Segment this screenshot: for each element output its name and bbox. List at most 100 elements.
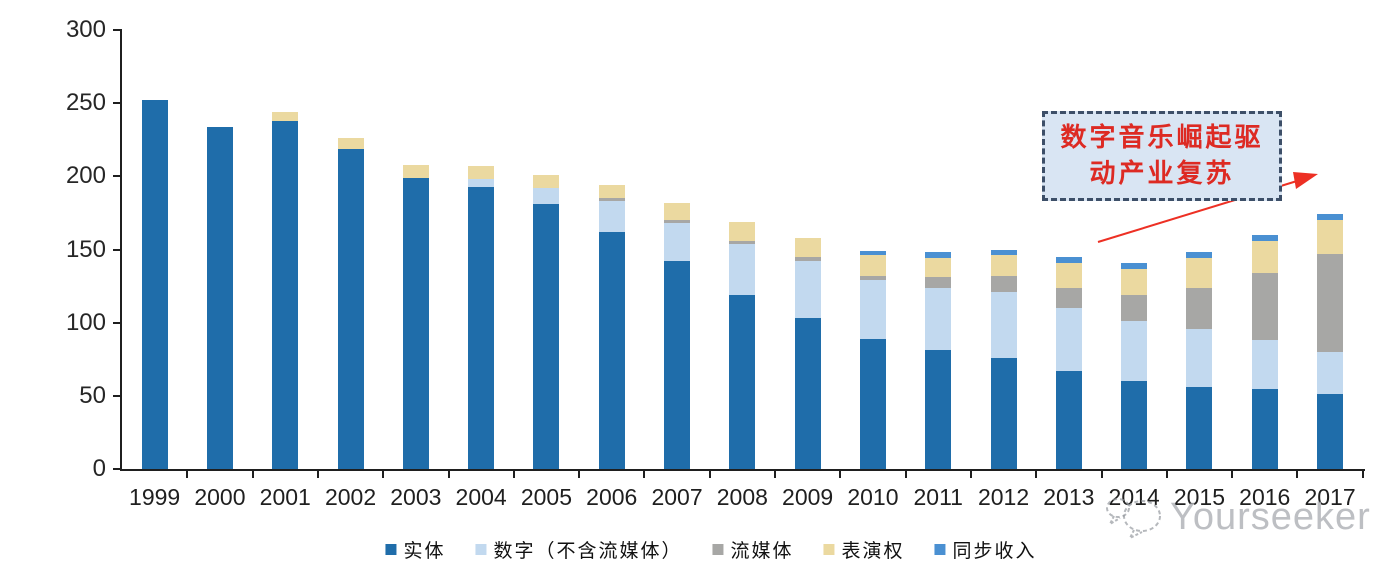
bar-segment (1317, 394, 1344, 469)
x-axis-tick (643, 471, 646, 478)
x-axis-label: 2009 (782, 484, 834, 510)
bar-segment (990, 357, 1017, 469)
legend-item: 表演权 (823, 536, 905, 563)
stacked-bar-2014 (1121, 262, 1148, 469)
bar-segment (1121, 268, 1148, 295)
x-axis-tick (251, 471, 254, 478)
x-axis-label: 2006 (586, 484, 638, 510)
x-axis-tick (578, 471, 581, 478)
bar-segment (794, 318, 821, 469)
x-axis-label: 2014 (1108, 484, 1160, 510)
x-axis-label: 2005 (520, 484, 573, 510)
bar-segment (337, 148, 364, 469)
x-axis-tick (904, 471, 907, 478)
stacked-bar-2008 (729, 221, 756, 469)
bar-segment (729, 294, 756, 469)
stacked-bar-2007 (664, 202, 691, 469)
x-axis-tick (1296, 471, 1299, 478)
y-axis-tick (113, 102, 121, 105)
x-axis-tick (1035, 471, 1038, 478)
legend-label: 实体 (403, 540, 446, 562)
bar-segment (1121, 321, 1148, 382)
bar-segment (859, 251, 886, 256)
bar-segment (925, 252, 952, 259)
legend-label: 表演权 (841, 540, 905, 562)
bar-segment (794, 237, 821, 257)
bar-segment (1186, 258, 1213, 288)
bar-segment (1055, 370, 1082, 469)
bar-segment (402, 164, 429, 178)
x-axis-tick (708, 471, 711, 478)
bar-segment (859, 255, 886, 276)
y-axis-tick (113, 468, 121, 470)
y-axis-tick (113, 175, 121, 178)
x-axis-tick (447, 471, 450, 478)
bar-segment (990, 291, 1017, 358)
bar-segment (1121, 262, 1148, 269)
bar-segment (598, 231, 625, 469)
bar-segment (533, 174, 560, 189)
bar-segment (598, 185, 625, 199)
legend-item: 实体 (385, 536, 445, 563)
bar-segment (1317, 214, 1344, 221)
bar-segment (794, 261, 821, 319)
legend-label: 流媒体 (730, 540, 794, 562)
x-axis-label: 2013 (1043, 484, 1095, 510)
bar-segment (664, 202, 691, 221)
annotation-text-line2: 动产业复苏 (1089, 159, 1235, 189)
stacked-bar-2003 (402, 164, 429, 469)
watermark: Yourseeker (1104, 492, 1371, 542)
x-axis-label: 2011 (913, 484, 963, 510)
bar-segment (272, 120, 299, 469)
bar-segment (1121, 294, 1148, 322)
x-axis-label: 2003 (390, 484, 442, 510)
x-axis-line (120, 469, 1365, 471)
y-axis-line (120, 29, 122, 471)
legend-swatch-icon (475, 544, 487, 555)
stacked-bar-1999 (141, 100, 168, 469)
legend-swatch-icon (385, 544, 397, 555)
x-axis-label: 2016 (1239, 484, 1291, 510)
y-axis-label: 300 (65, 16, 106, 43)
annotation-text-line1: 数字音乐崛起驱 (1060, 123, 1264, 153)
bar-segment (925, 258, 952, 278)
bar-segment (1055, 287, 1082, 309)
x-axis-tick (774, 471, 776, 478)
x-axis-label: 2008 (716, 484, 768, 510)
y-axis-label: 200 (65, 162, 106, 190)
bar-segment (990, 255, 1017, 276)
bar-segment (859, 338, 886, 469)
bar-segment (1317, 220, 1344, 254)
stacked-bar-2017 (1317, 214, 1344, 469)
stacked-bar-2009 (794, 237, 821, 469)
bar-segment (664, 220, 691, 224)
x-axis-tick (382, 471, 385, 478)
x-axis-tick (316, 471, 319, 478)
x-axis-tick (1165, 471, 1168, 478)
y-axis-tick (113, 321, 121, 324)
bar-segment (533, 204, 560, 469)
bar-segment (402, 177, 429, 469)
legend: 实体 数字（不含流媒体） 流媒体 表演权 同步收入 (385, 536, 1036, 563)
y-axis-label: 0 (92, 455, 106, 482)
stacked-bar-2000 (206, 126, 233, 469)
bar-segment (1121, 381, 1148, 469)
stacked-bar-2002 (337, 138, 364, 469)
stacked-bar-2006 (598, 185, 625, 469)
bar-segment (533, 188, 560, 205)
bar-segment (272, 111, 299, 121)
yourseeker-logo-icon (1106, 498, 1161, 541)
y-axis-label: 150 (65, 235, 106, 263)
legend-item: 同步收入 (934, 536, 1037, 563)
bar-segment (729, 240, 756, 244)
bar-segment (141, 100, 168, 469)
x-axis-label: 1999 (129, 484, 181, 510)
x-axis-label: 2004 (455, 484, 507, 510)
y-axis-tick (113, 248, 121, 251)
bar-segment (990, 275, 1017, 292)
bar-segment (664, 261, 691, 469)
x-axis-label: 2012 (977, 484, 1030, 510)
bar-segment (1251, 272, 1278, 341)
legend-item: 数字（不含流媒体） (475, 536, 682, 563)
x-axis-label: 2017 (1304, 484, 1356, 510)
